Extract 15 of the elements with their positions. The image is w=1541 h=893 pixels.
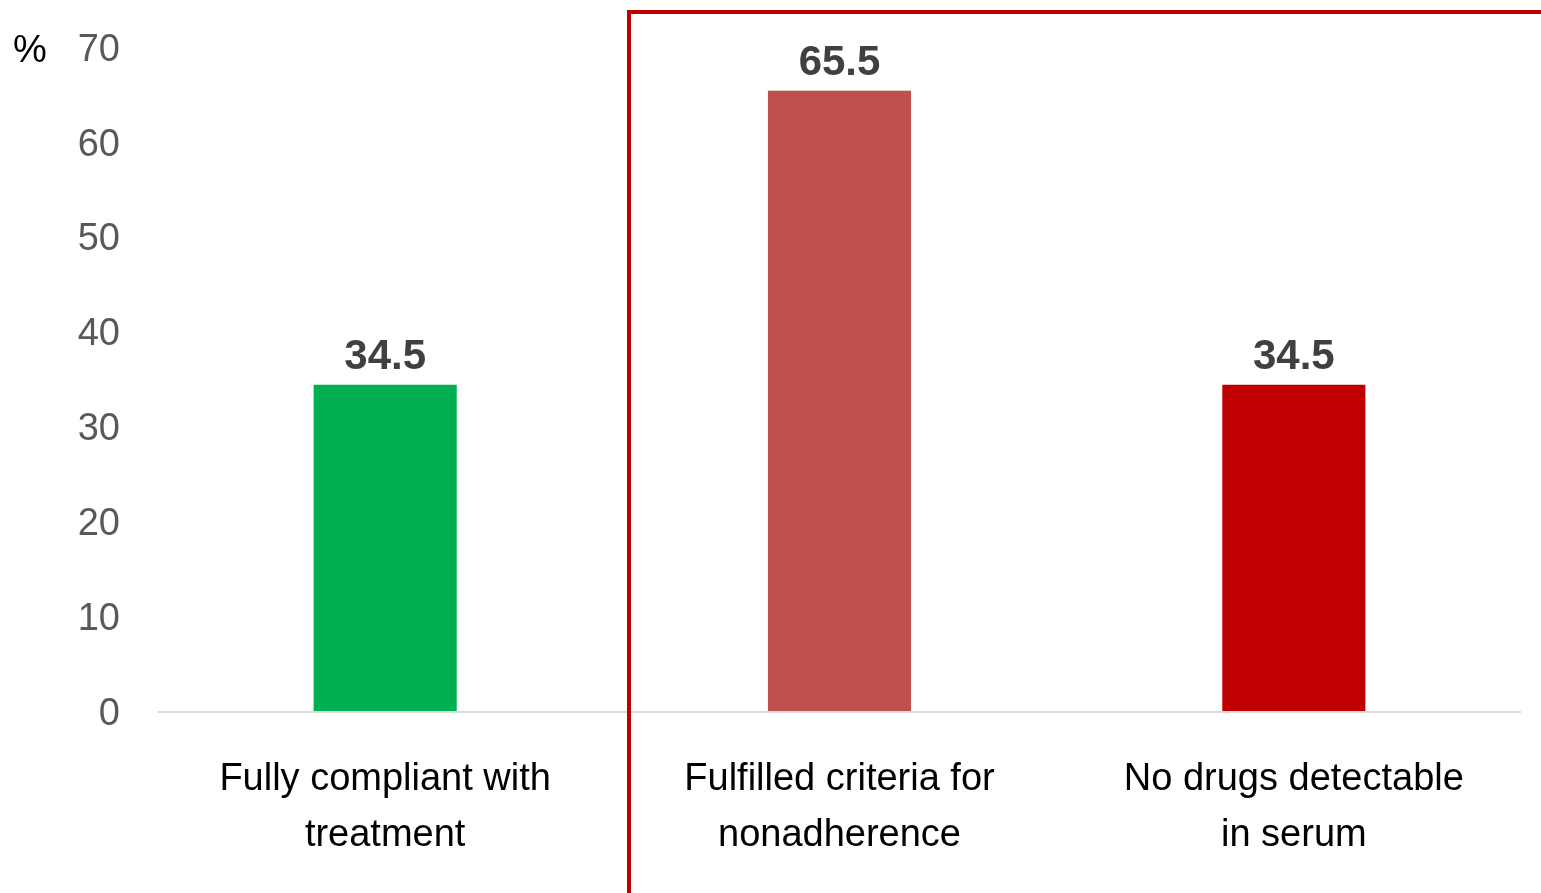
y-tick-label: 50 [77,216,120,259]
data-label: 34.5 [344,330,427,378]
x-tick-label: Fully compliant with treatment [219,756,551,854]
x-tick-label: Fulfilled criteria for nonadherence [684,756,996,854]
y-tick-label: 40 [77,311,120,354]
y-tick-label: 20 [77,500,120,543]
y-tick-label: 0 [98,690,120,733]
y-tick-label: 70 [77,26,120,69]
data-label: 34.5 [1252,330,1335,378]
y-axis-title: % [13,28,47,70]
x-tick-label: No drugs detectable in serum [1123,756,1464,854]
y-tick-label: 30 [77,406,120,449]
y-tick-label: 60 [77,121,120,164]
data-label: 65.5 [798,36,881,84]
y-tick-label: 10 [77,595,120,638]
